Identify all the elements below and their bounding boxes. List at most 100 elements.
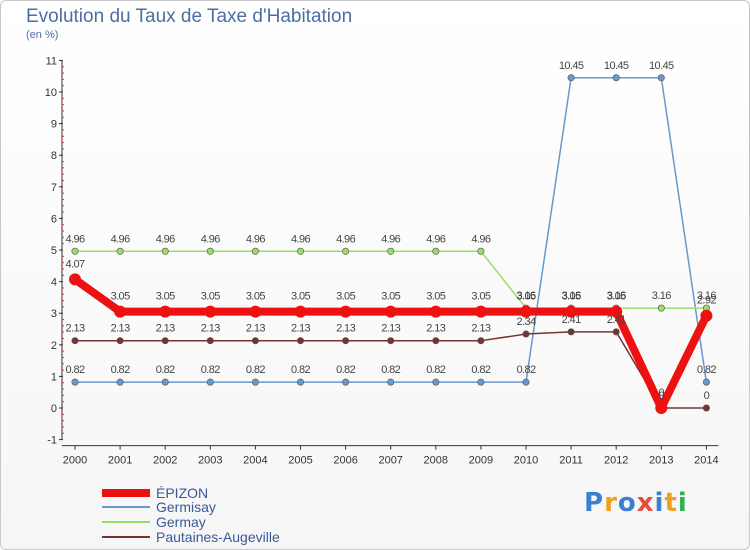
series-point-3 (206, 337, 214, 345)
x-tick-label: 2008 (424, 455, 448, 467)
data-label-0: 3.05 (607, 291, 626, 303)
data-label-0: 3.05 (471, 291, 490, 303)
data-label-0: 3.05 (516, 291, 535, 303)
y-tick-label: 8 (51, 150, 57, 162)
logo-letter: x (636, 488, 655, 518)
series-point-3 (116, 337, 124, 345)
series-point-1 (251, 378, 259, 386)
y-tick-label: 10 (45, 87, 57, 99)
series-point-3 (161, 337, 169, 345)
y-tick-label: 7 (51, 182, 57, 194)
data-label-1: 0.82 (65, 364, 84, 376)
x-tick-label: 2009 (469, 455, 493, 467)
series-point-2 (657, 304, 665, 312)
y-tick-label: 4 (51, 277, 57, 289)
legend-swatch-epizon (102, 489, 150, 497)
y-tick-label: 1 (51, 371, 57, 383)
series-point-3 (702, 404, 710, 412)
data-label-2: 3.16 (607, 290, 626, 302)
data-label-1: 10.45 (559, 60, 584, 72)
data-label-3: 2.13 (111, 323, 130, 335)
data-label-0: 2.92 (697, 295, 716, 307)
unit-label: (en %) (26, 29, 59, 41)
series-point-1 (477, 378, 485, 386)
data-label-1: 0.82 (697, 364, 716, 376)
series-point-3 (432, 337, 440, 345)
y-tick-label: 3 (51, 308, 57, 320)
logo-letter: o (617, 488, 637, 518)
series-point-3 (296, 337, 304, 345)
data-label-0: 4.07 (65, 258, 84, 270)
series-point-0 (610, 305, 623, 318)
logo-letter: t (664, 488, 678, 518)
series-point-0 (474, 305, 487, 318)
series-point-3 (612, 328, 620, 336)
data-label-0: 3.05 (291, 291, 310, 303)
data-label-1: 0.82 (426, 364, 445, 376)
data-label-3: 2.13 (156, 323, 175, 335)
legend-item-epizon: ÉPIZON (102, 485, 209, 501)
series-point-0 (204, 305, 217, 318)
series-point-2 (477, 247, 485, 255)
series-point-1 (71, 378, 79, 386)
data-label-2: 4.96 (336, 233, 355, 245)
data-label-0: 3.05 (246, 291, 265, 303)
data-label-1: 0.82 (201, 364, 220, 376)
data-label-3: 2.41 (607, 314, 626, 326)
x-tick-label: 2010 (514, 455, 538, 467)
data-label-0: 3.05 (381, 291, 400, 303)
data-label-3: 0 (704, 390, 710, 402)
legend-label-epizon: ÉPIZON (156, 485, 209, 501)
data-label-0: 3.05 (156, 291, 175, 303)
series-point-1 (522, 378, 530, 386)
series-point-3 (387, 337, 395, 345)
series-point-0 (384, 305, 397, 318)
data-label-2: 4.96 (291, 233, 310, 245)
data-label-0: 0 (659, 387, 665, 399)
legend-swatch-germisay (102, 506, 150, 508)
series-point-2 (342, 247, 350, 255)
series-point-2 (161, 247, 169, 255)
series-point-0 (69, 273, 81, 286)
data-label-2: 4.96 (156, 233, 175, 245)
x-tick-label: 2013 (649, 455, 673, 467)
series-point-2 (251, 247, 259, 255)
data-label-3: 0 (659, 390, 665, 402)
data-label-3: 2.13 (336, 323, 355, 335)
series-point-3 (251, 337, 259, 345)
data-label-1: 10.45 (604, 60, 629, 72)
series-point-0 (520, 305, 532, 318)
x-tick-label: 2007 (378, 455, 402, 467)
series-point-0 (339, 305, 352, 318)
data-label-0: 3.05 (562, 291, 581, 303)
series-point-2 (71, 247, 79, 255)
series-point-0 (655, 402, 668, 414)
series-point-0 (565, 305, 578, 318)
x-tick-label: 2000 (63, 455, 87, 467)
x-tick-label: 2006 (333, 455, 357, 467)
x-tick-label: 2001 (108, 455, 132, 467)
series-point-1 (702, 378, 710, 386)
x-tick-label: 2003 (198, 455, 222, 467)
series-point-0 (700, 309, 713, 322)
data-label-0: 3.05 (201, 291, 220, 303)
data-label-1: 0.82 (156, 364, 175, 376)
data-label-2: 3.16 (652, 290, 671, 302)
series-point-0 (429, 305, 442, 318)
legend-item-germisay: Germisay (102, 499, 216, 515)
x-tick-label: 2011 (559, 455, 583, 467)
y-tick-label: -1 (47, 435, 57, 447)
data-label-2: 4.96 (381, 233, 400, 245)
logo-letter: r (604, 488, 618, 518)
y-tick-label: 6 (51, 213, 57, 225)
series-point-1 (161, 378, 169, 386)
y-tick-label: 0 (51, 403, 57, 415)
data-label-0: 3.05 (426, 291, 445, 303)
data-label-1: 0.82 (111, 364, 130, 376)
legend-label-germisay: Germisay (156, 499, 216, 515)
y-tick-label: 11 (46, 55, 57, 67)
data-label-0: 3.05 (336, 291, 355, 303)
logo-letter: i (677, 488, 688, 518)
x-tick-label: 2014 (694, 455, 718, 467)
